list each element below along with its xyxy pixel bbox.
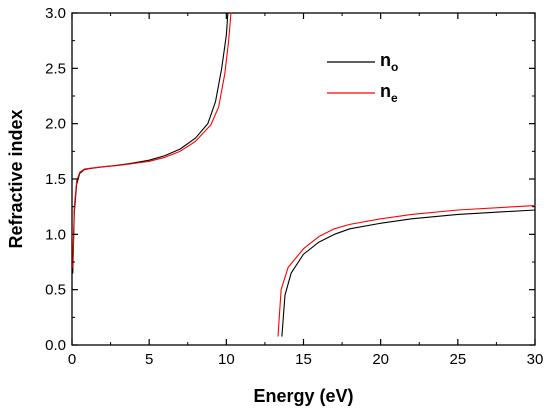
series-curves xyxy=(72,12,536,337)
legend-label-no: no xyxy=(380,50,398,74)
y-tick-label: 0.5 xyxy=(45,282,66,299)
legend: no ne xyxy=(327,50,398,105)
legend-label-no-base: n xyxy=(380,50,391,70)
legend-label-ne: ne xyxy=(380,81,398,105)
plot-frame xyxy=(71,12,536,346)
x-tick-label: 30 xyxy=(527,351,544,368)
x-tick-label: 5 xyxy=(145,351,153,368)
y-tick-label: 3.0 xyxy=(45,5,66,22)
y-tick-label: 2.0 xyxy=(45,116,66,133)
series-line-no-segment-1 xyxy=(72,12,229,274)
series-line-no-segment-2 xyxy=(281,209,536,337)
y-tick-label: 1.0 xyxy=(45,226,66,243)
x-tick-label: 10 xyxy=(218,351,235,368)
y-axis-ticks: 0.0 0.5 1.0 1.5 2.0 2.5 3.0 xyxy=(45,5,535,354)
x-axis-title: Energy (eV) xyxy=(253,386,353,406)
x-tick-label: 20 xyxy=(372,351,389,368)
x-tick-label: 0 xyxy=(68,351,76,368)
y-axis-title: Refractive index xyxy=(6,109,26,248)
series-line-ne-segment-2 xyxy=(277,205,536,337)
legend-label-no-sub: o xyxy=(391,60,398,74)
x-tick-label: 25 xyxy=(449,351,466,368)
series-line-ne-segment-1 xyxy=(72,12,232,269)
y-tick-label: 2.5 xyxy=(45,60,66,77)
legend-label-ne-sub: e xyxy=(391,91,398,105)
y-tick-label: 0.0 xyxy=(45,337,66,354)
x-axis-ticks: 0 5 10 15 20 25 30 xyxy=(68,13,544,368)
legend-label-ne-base: n xyxy=(380,81,391,101)
x-tick-label: 15 xyxy=(295,351,312,368)
y-tick-label: 1.5 xyxy=(45,171,66,188)
